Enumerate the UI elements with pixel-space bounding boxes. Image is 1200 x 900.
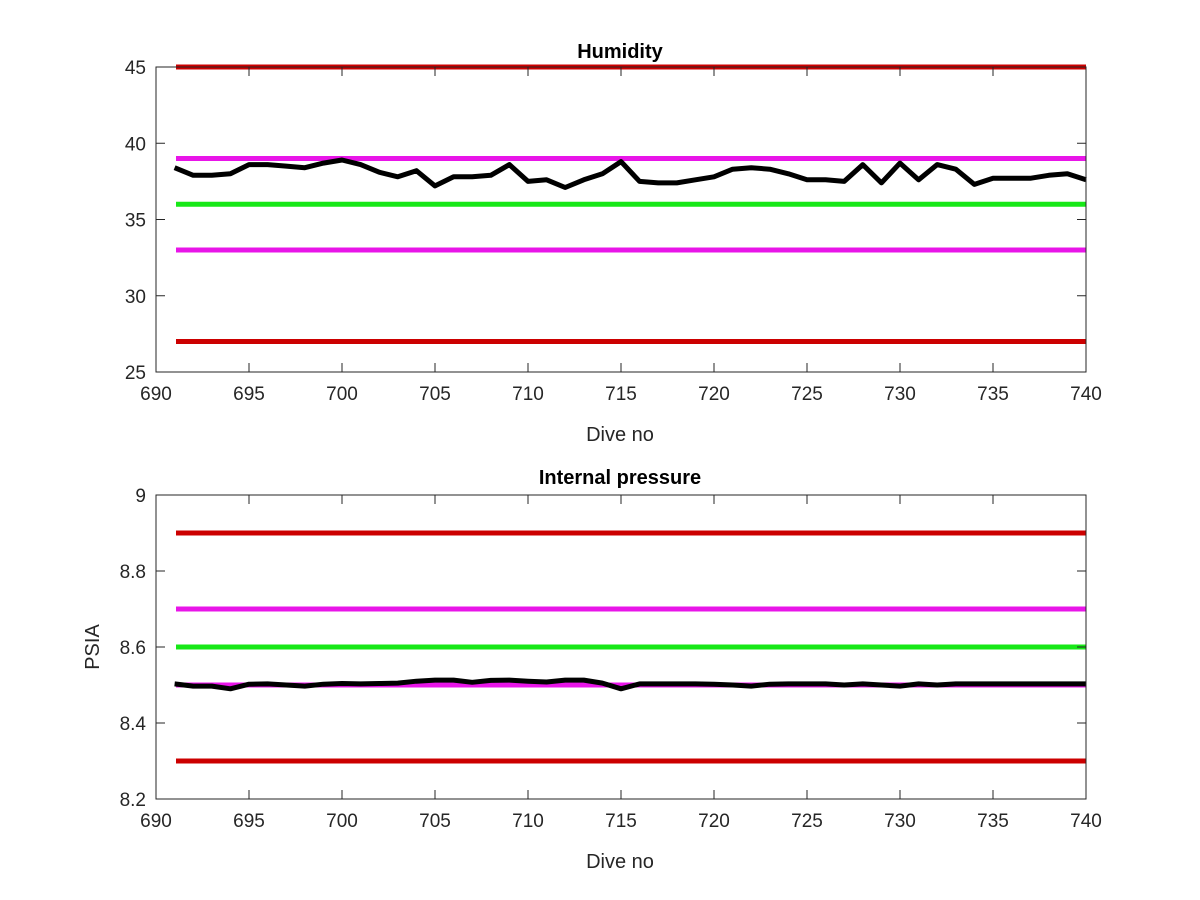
y-tick-label: 45	[125, 58, 146, 79]
y-tick-label: 8.4	[120, 714, 147, 735]
x-tick-label: 725	[791, 384, 823, 405]
y-tick-label: 8.6	[120, 638, 146, 659]
x-tick-label: 690	[140, 384, 172, 405]
x-tick-label: 740	[1070, 384, 1102, 405]
x-axis-label: Dive no	[586, 851, 654, 873]
chart-title: Internal pressure	[539, 467, 701, 489]
x-tick-label: 695	[233, 811, 265, 832]
x-tick-label: 715	[605, 384, 637, 405]
x-tick-label: 735	[977, 384, 1009, 405]
x-tick-label: 720	[698, 811, 730, 832]
axes-frame	[155, 66, 1087, 373]
y-tick-label: 8.2	[120, 790, 146, 811]
series-line	[173, 157, 1087, 190]
x-tick-label: 710	[512, 384, 544, 405]
chart-title: Humidity	[577, 41, 663, 63]
x-tick-label: 715	[605, 811, 637, 832]
x-tick-label: 700	[326, 811, 358, 832]
y-tick-label: 8.8	[120, 562, 146, 583]
x-tick-label: 730	[884, 384, 916, 405]
y-tick-label: 25	[125, 363, 146, 384]
x-tick-label: 735	[977, 811, 1009, 832]
x-tick-label: 690	[140, 811, 172, 832]
x-tick-label: 705	[419, 811, 451, 832]
y-tick-label: 30	[125, 287, 146, 308]
x-tick-label: 700	[326, 384, 358, 405]
x-tick-label: 740	[1070, 811, 1102, 832]
y-tick-label: 40	[125, 134, 146, 155]
x-tick-label: 705	[419, 384, 451, 405]
internal-pressure-panel: Internal pressure Dive no PSIA 690 695 700…	[82, 467, 1102, 873]
humidity-panel: Humidity Dive no 690 695 700 705 710 715 720 72…	[125, 41, 1102, 446]
x-tick-label: 730	[884, 811, 916, 832]
series-line	[174, 677, 1086, 692]
y-tick-label: 35	[125, 211, 146, 232]
x-tick-label: 710	[512, 811, 544, 832]
x-tick-label: 725	[791, 811, 823, 832]
x-tick-label: 695	[233, 384, 265, 405]
x-tick-label: 720	[698, 384, 730, 405]
x-axis-label: Dive no	[586, 424, 654, 446]
y-axis-label: PSIA	[82, 624, 104, 670]
y-tick-label: 9	[135, 486, 146, 507]
